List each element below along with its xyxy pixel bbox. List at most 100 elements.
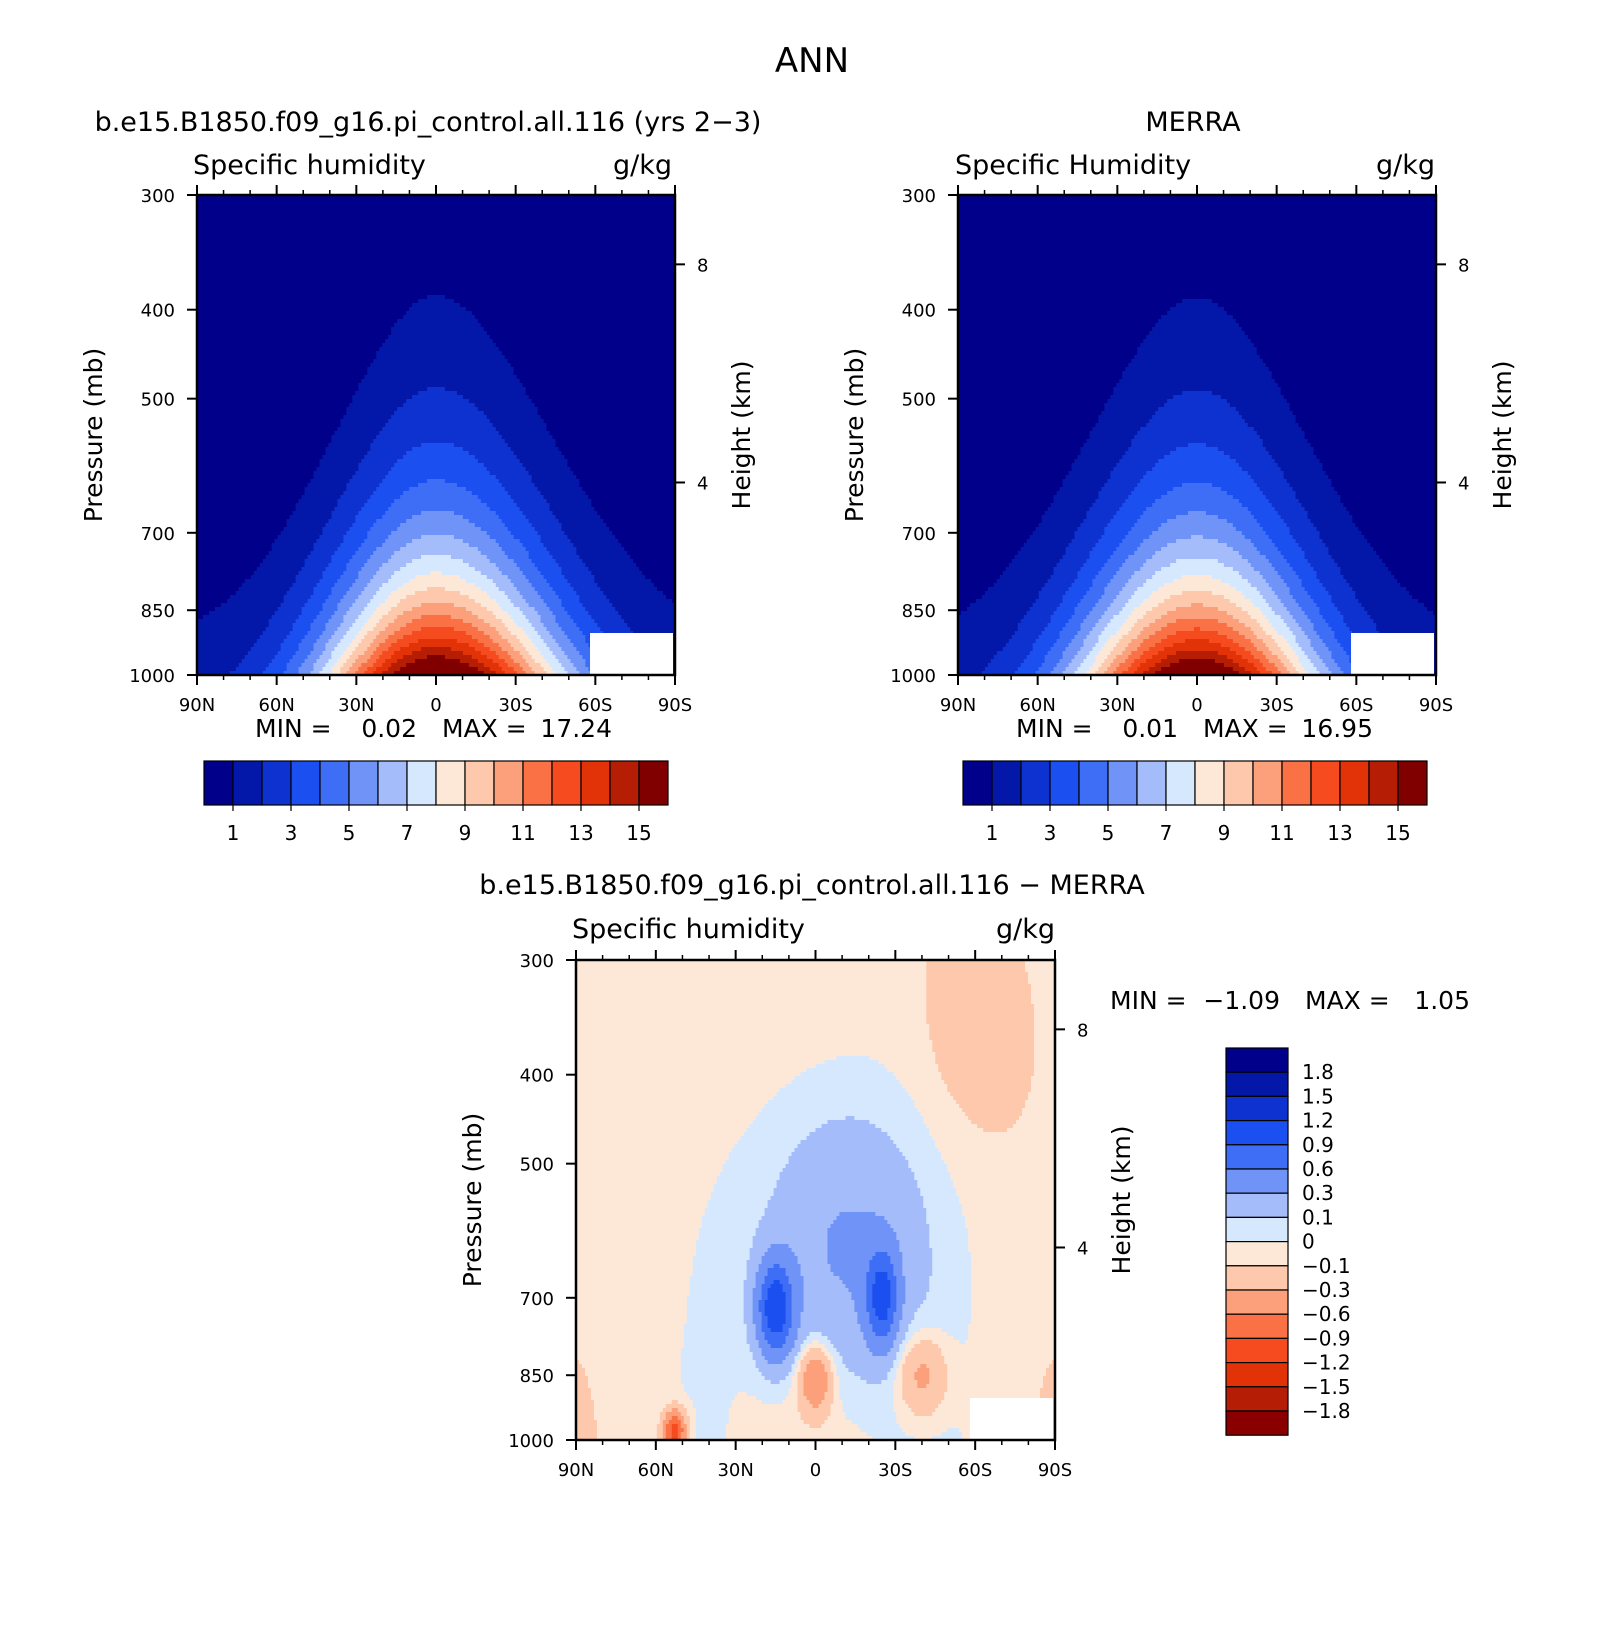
contour-band [409, 487, 467, 492]
contour-band [884, 1064, 939, 1069]
contour-band [791, 1312, 802, 1317]
contour-band [689, 1424, 697, 1429]
contour-band [576, 591, 604, 596]
contour-band [1337, 491, 1437, 496]
contour-band [1131, 663, 1141, 668]
contour-band [969, 603, 1034, 608]
contour-band [1259, 523, 1288, 528]
contour-band [1137, 351, 1258, 356]
contour-band [827, 1120, 870, 1125]
contour-band [1211, 591, 1243, 596]
contour-band [355, 619, 368, 624]
contour-band [382, 515, 413, 520]
contour-band [1032, 647, 1052, 652]
y-tick-label: 1000 [508, 1431, 554, 1452]
contour-band [1086, 671, 1097, 676]
contour-band [1143, 539, 1177, 544]
contour-band [1089, 435, 1135, 440]
contour-band [1298, 643, 1312, 648]
contour-band [1083, 619, 1100, 624]
contour-band [872, 1304, 891, 1309]
contour-band [576, 1420, 598, 1425]
contour-band [1226, 399, 1288, 404]
contour-band [197, 495, 303, 500]
contour-band [893, 1228, 930, 1233]
contour-band [824, 1352, 832, 1357]
contour-band [1277, 463, 1324, 468]
contour-band [552, 667, 566, 672]
contour-band [893, 1268, 903, 1273]
contour-band [926, 968, 1026, 973]
contour-band [1182, 483, 1213, 488]
contour-band [734, 1396, 757, 1401]
contour-band [367, 603, 380, 608]
contour-band [1361, 603, 1425, 608]
contour-band [958, 195, 1437, 200]
contour-band [1367, 539, 1437, 544]
contour-band [947, 1164, 1056, 1169]
contour-band [1050, 575, 1079, 580]
panel-title: b.e15.B1850.f09_g16.pi_control.all.116 (… [95, 107, 762, 138]
contour-band [1286, 399, 1437, 404]
contour-band [331, 439, 374, 444]
contour-band [462, 395, 530, 400]
contour-band [576, 988, 927, 993]
contour-band [958, 671, 983, 676]
contour-band [376, 487, 410, 492]
contour-band [394, 411, 485, 416]
contour-band [576, 1180, 718, 1185]
contour-band [836, 1216, 885, 1221]
contour-band [1034, 1056, 1056, 1061]
contour-band [770, 1380, 781, 1385]
contour-band [893, 1272, 903, 1277]
contour-band [958, 403, 1105, 408]
contour-band [495, 583, 515, 588]
contour-band [725, 1424, 811, 1429]
contour-band [1301, 547, 1330, 552]
contour-band [671, 1408, 679, 1413]
contour-band [525, 599, 545, 604]
mask-block [1351, 632, 1434, 675]
contour-band [1307, 635, 1321, 640]
contour-band [516, 375, 676, 380]
contour-band [289, 659, 306, 664]
contour-band [958, 399, 1108, 404]
contour-band [929, 1024, 1035, 1029]
contour-band [917, 1384, 927, 1389]
contour-band [749, 1344, 760, 1349]
contour-band [659, 1412, 667, 1417]
contour-band [958, 359, 1132, 364]
contour-band [552, 651, 566, 656]
contour-band [791, 1376, 799, 1381]
contour-band [671, 1436, 679, 1441]
contour-band [758, 1264, 775, 1269]
contour-band [958, 487, 1061, 492]
field-label: Specific Humidity [955, 150, 1191, 181]
contour-band [1056, 663, 1070, 668]
contour-band [1092, 607, 1108, 612]
contour-band [1134, 551, 1156, 556]
contour-band [385, 475, 497, 480]
contour-band [576, 1220, 703, 1225]
contour-band [1265, 631, 1279, 636]
contour-band [1307, 615, 1324, 620]
contour-band [818, 1340, 832, 1345]
contour-band [842, 1408, 894, 1413]
contour-band [902, 1084, 948, 1089]
contour-band [579, 651, 595, 656]
contour-band [1080, 623, 1097, 628]
contour-band [968, 1116, 1020, 1121]
contour-band [480, 323, 676, 328]
contour-band [899, 1248, 933, 1253]
contour-band [328, 595, 344, 600]
contour-band [576, 1008, 927, 1013]
contour-band [1074, 535, 1102, 540]
x-tick-label: 60N [258, 695, 294, 716]
contour-band [364, 455, 404, 460]
contour-band [839, 1384, 894, 1389]
contour-band [958, 251, 1437, 256]
contour-band [367, 499, 395, 504]
y-axis-label: Pressure (mb) [79, 348, 108, 522]
contour-band [1176, 515, 1219, 520]
contour-band [1023, 659, 1046, 664]
